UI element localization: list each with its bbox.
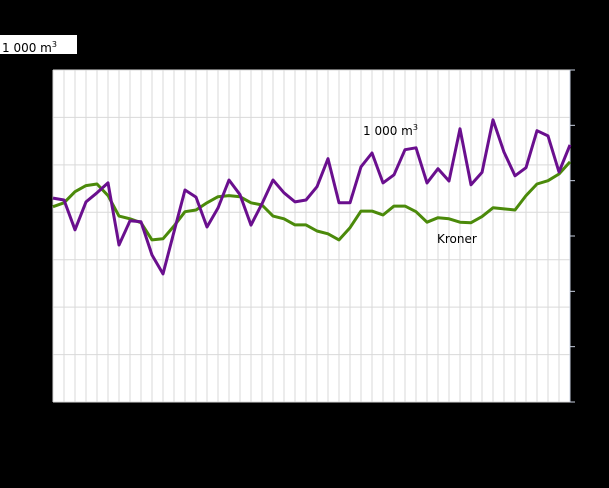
unit-superscript: 3 [51,40,57,49]
plot-area [53,70,570,402]
volume-label-text: 1 000 m [363,124,413,138]
kroner-series-label: Kroner [437,232,477,246]
volume-label-sup: 3 [412,123,418,132]
left-axis-unit-label: 1 000 m3 [0,35,77,55]
volume-series-label: 1 000 m3 [363,123,418,138]
right-axis-ticks [570,69,575,403]
volume-series-line [52,118,572,276]
unit-text: 1 000 m [2,41,52,55]
